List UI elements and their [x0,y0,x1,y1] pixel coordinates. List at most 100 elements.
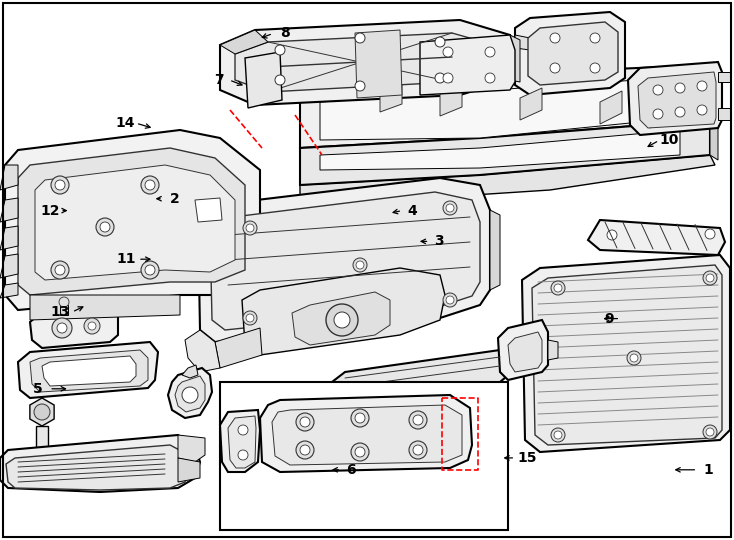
Text: 8: 8 [280,26,290,40]
Polygon shape [628,62,722,135]
Polygon shape [440,85,462,116]
Text: 9: 9 [604,312,614,326]
Circle shape [446,296,454,304]
Polygon shape [220,410,260,472]
Polygon shape [245,52,282,108]
Circle shape [443,201,457,215]
Circle shape [275,45,285,55]
Polygon shape [528,22,618,85]
Polygon shape [510,35,520,82]
Circle shape [246,224,254,232]
Circle shape [355,447,365,457]
Polygon shape [168,368,212,418]
Circle shape [675,70,685,80]
Circle shape [182,387,198,403]
Polygon shape [522,255,730,452]
Circle shape [705,229,715,239]
Circle shape [238,425,248,435]
Circle shape [51,176,69,194]
Circle shape [351,443,369,461]
Circle shape [243,311,257,325]
Circle shape [59,297,69,307]
Circle shape [141,176,159,194]
Polygon shape [520,88,542,120]
Polygon shape [6,445,188,490]
Bar [220,382,508,530]
Polygon shape [355,30,402,98]
Circle shape [607,230,617,240]
Circle shape [703,271,717,285]
Text: 10: 10 [660,133,679,147]
Polygon shape [195,198,222,222]
Polygon shape [300,65,710,148]
Circle shape [515,77,525,87]
Circle shape [409,441,427,459]
Polygon shape [600,91,622,124]
Circle shape [627,351,641,365]
Circle shape [656,141,664,149]
Polygon shape [30,350,148,392]
Circle shape [243,221,257,235]
Polygon shape [532,265,722,445]
Circle shape [413,415,423,425]
Text: 11: 11 [117,252,136,266]
Circle shape [300,445,310,455]
Polygon shape [515,35,530,50]
Circle shape [88,322,96,330]
Polygon shape [272,405,462,465]
Circle shape [455,79,465,89]
Circle shape [635,72,645,82]
Circle shape [356,261,364,269]
Circle shape [145,265,155,275]
Circle shape [355,33,365,43]
Circle shape [55,180,65,190]
Polygon shape [548,340,558,360]
Polygon shape [320,77,680,140]
Circle shape [254,64,270,80]
Polygon shape [35,165,235,280]
Circle shape [675,83,685,93]
Polygon shape [380,82,402,112]
Circle shape [300,417,310,427]
Polygon shape [198,205,225,228]
Text: 3: 3 [434,234,444,248]
Circle shape [51,261,69,279]
Polygon shape [235,33,498,92]
Polygon shape [175,376,205,412]
Circle shape [476,150,484,158]
Circle shape [275,75,285,85]
Circle shape [554,284,562,292]
Circle shape [485,47,495,57]
Circle shape [355,413,365,423]
Polygon shape [332,350,512,402]
Circle shape [145,180,155,190]
Polygon shape [0,198,18,222]
Circle shape [485,73,495,83]
Polygon shape [718,108,730,120]
Circle shape [405,82,415,92]
Polygon shape [220,30,268,54]
Circle shape [96,218,114,236]
Polygon shape [215,328,262,368]
Polygon shape [0,435,200,492]
Polygon shape [300,155,715,205]
Text: 4: 4 [407,204,418,218]
Circle shape [55,265,65,275]
Polygon shape [588,220,725,255]
Polygon shape [36,426,48,465]
Circle shape [334,312,350,328]
Text: 12: 12 [40,204,59,218]
Polygon shape [242,268,445,355]
Circle shape [550,63,560,73]
Circle shape [575,75,585,85]
Circle shape [443,73,453,83]
Circle shape [416,153,424,161]
Polygon shape [220,20,510,105]
Circle shape [326,304,358,336]
Circle shape [675,107,685,117]
Circle shape [443,47,453,57]
Polygon shape [18,342,158,398]
Text: 13: 13 [51,305,70,319]
Polygon shape [42,356,136,386]
Polygon shape [0,283,18,298]
